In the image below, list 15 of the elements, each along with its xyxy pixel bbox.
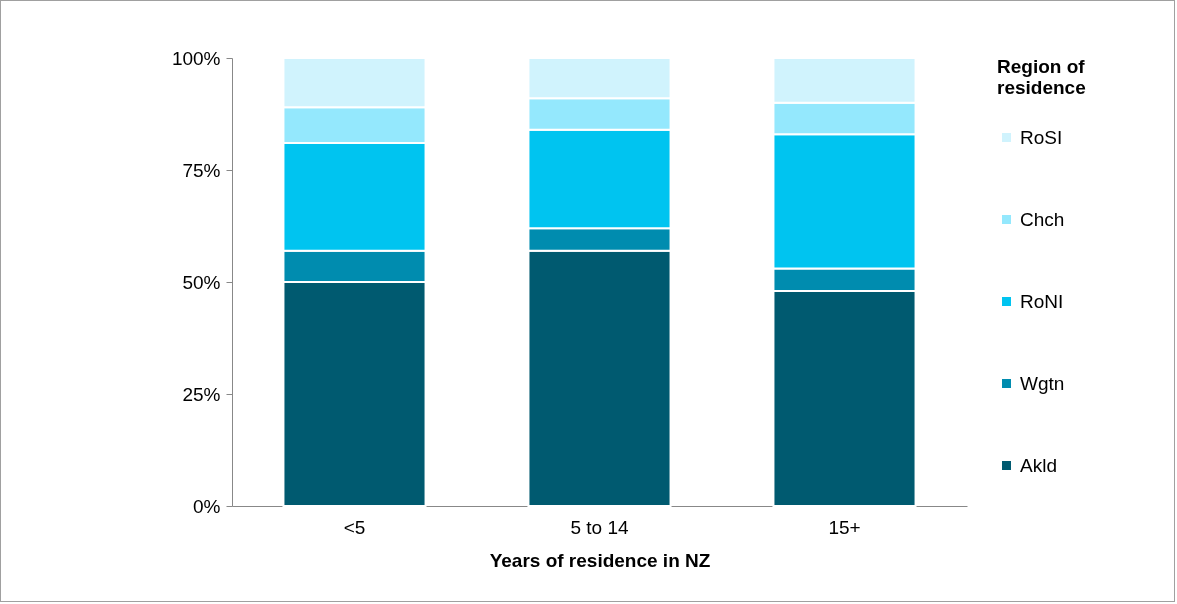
- y-tick-label: 25%: [182, 383, 221, 405]
- legend-label: RoNI: [1020, 290, 1064, 312]
- y-tick-label: 0%: [193, 495, 221, 517]
- legend-title: Region of residence: [997, 56, 1086, 98]
- x-tick-label: 15+: [828, 516, 861, 538]
- y-tick-label: 75%: [182, 159, 221, 181]
- legend-label: Chch: [1020, 208, 1065, 230]
- x-tick-label: <5: [343, 516, 366, 538]
- y-tick-label: 50%: [182, 271, 221, 293]
- legend-label: RoSI: [1020, 126, 1063, 148]
- legend-label: Akld: [1020, 454, 1057, 476]
- x-tick-label: 5 to 14: [570, 516, 629, 538]
- x-axis-title: Years of residence in NZ: [489, 549, 711, 571]
- legend-label: Wgtn: [1020, 372, 1065, 394]
- y-tick-label: 100%: [171, 47, 221, 69]
